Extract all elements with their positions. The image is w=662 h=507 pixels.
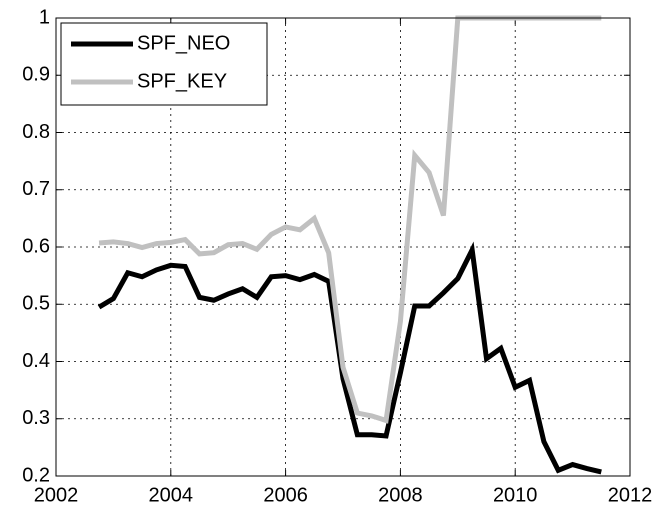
x-tick-label: 2008 bbox=[378, 484, 423, 506]
y-tick-label: 1 bbox=[39, 6, 50, 28]
y-tick-label: 0.5 bbox=[22, 293, 50, 315]
data-line bbox=[97, 241, 602, 475]
legend-label: SPF_KEY bbox=[137, 70, 227, 92]
axes-box bbox=[55, 17, 631, 477]
y-tick-label: 0.9 bbox=[22, 64, 50, 86]
y-tick-label: 0.4 bbox=[22, 350, 50, 372]
y-tick-label: 0.3 bbox=[22, 407, 50, 429]
y-tick-label: 0.6 bbox=[22, 235, 50, 257]
y-tick-label: 0.2 bbox=[22, 464, 50, 486]
x-tick-label: 2002 bbox=[34, 484, 79, 506]
x-tick-label: 2004 bbox=[149, 484, 194, 506]
legend-label: SPF_NEO bbox=[137, 32, 230, 54]
y-tick-label: 0.8 bbox=[22, 121, 50, 143]
x-tick-label: 2010 bbox=[493, 484, 538, 506]
x-tick-label: 2012 bbox=[608, 484, 653, 506]
y-tick-label: 0.7 bbox=[22, 178, 50, 200]
legend-box bbox=[60, 22, 268, 106]
x-tick-label: 2006 bbox=[263, 484, 308, 506]
legend: SPF_NEO SPF_KEY bbox=[60, 22, 268, 106]
